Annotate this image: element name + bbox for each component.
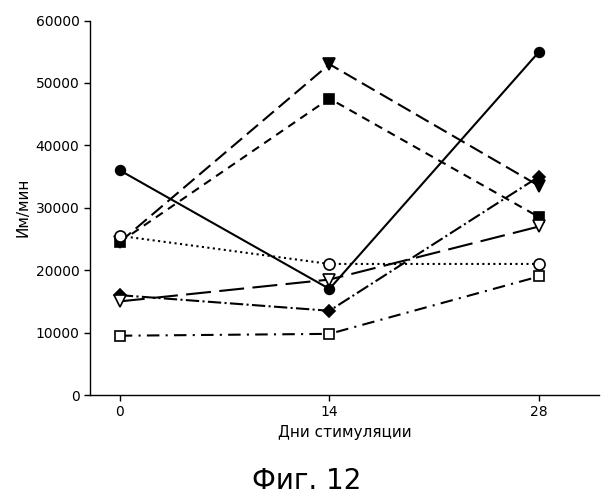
X-axis label: Дни стимуляции: Дни стимуляции <box>278 425 411 440</box>
Text: Фиг. 12: Фиг. 12 <box>252 467 362 495</box>
Y-axis label: Им/мин: Им/мин <box>15 178 30 238</box>
